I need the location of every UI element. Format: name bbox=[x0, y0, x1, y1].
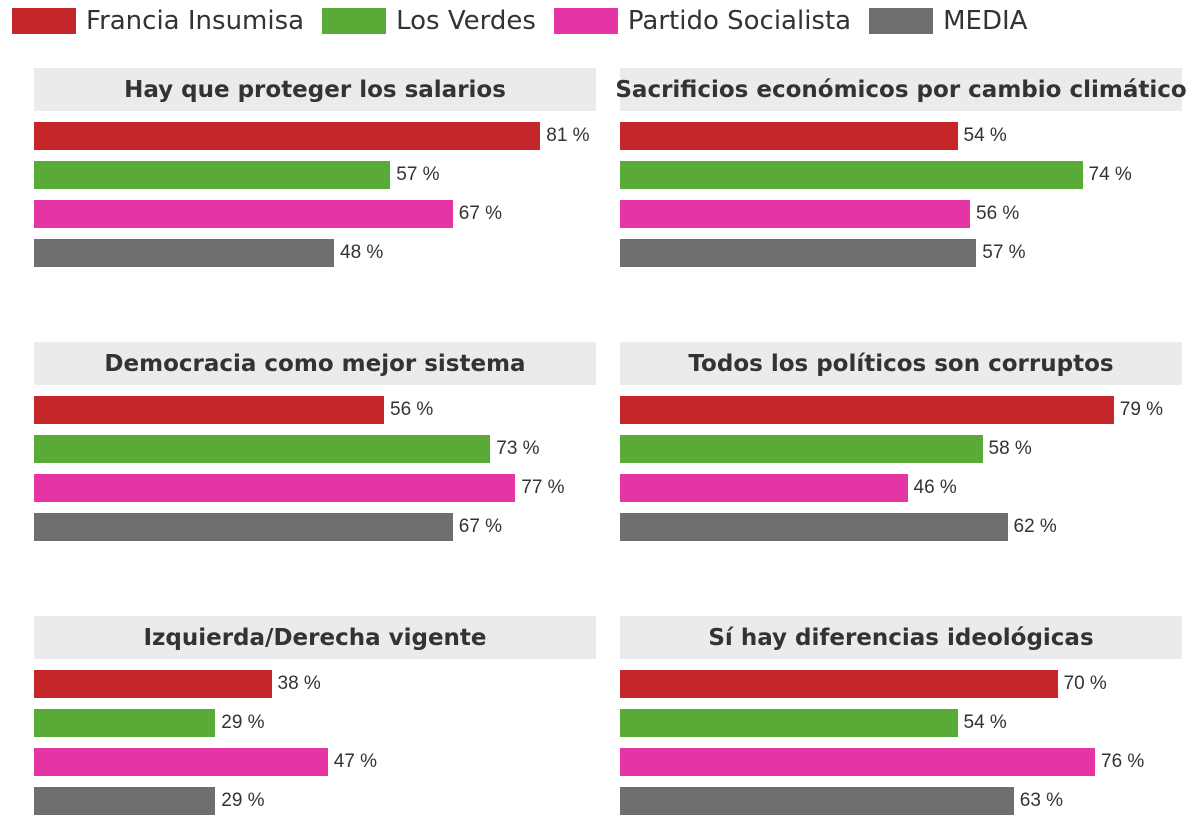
bar bbox=[620, 396, 1114, 424]
bar bbox=[620, 122, 958, 150]
legend-label: Partido Socialista bbox=[627, 6, 852, 36]
bar bbox=[34, 122, 541, 150]
bar-value-label: 54 % bbox=[963, 125, 1007, 146]
bar bbox=[34, 161, 391, 189]
panel-title: Hay que proteger los salarios bbox=[34, 68, 596, 111]
bar-row: 54 % bbox=[620, 709, 1182, 737]
legend-item-los-verdes: Los Verdes bbox=[322, 6, 536, 36]
bar bbox=[620, 513, 1008, 541]
panel-title: Izquierda/Derecha vigente bbox=[34, 616, 596, 659]
bar-value-label: 38 % bbox=[277, 673, 321, 694]
panel-title: Sacrificios económicos por cambio climát… bbox=[615, 68, 1187, 111]
chart-panel-salarios: Hay que proteger los salarios 81 % 57 % … bbox=[34, 68, 596, 267]
bar bbox=[34, 239, 334, 267]
bar bbox=[620, 709, 958, 737]
bar bbox=[620, 239, 977, 267]
bar-row: 48 % bbox=[34, 239, 596, 267]
bar-value-label: 56 % bbox=[976, 203, 1020, 224]
bar-row: 70 % bbox=[620, 670, 1182, 698]
bar-value-label: 70 % bbox=[1063, 673, 1107, 694]
bar-value-label: 47 % bbox=[333, 751, 378, 772]
bar bbox=[620, 748, 1095, 776]
bar bbox=[34, 200, 453, 228]
bar-value-label: 67 % bbox=[458, 516, 503, 537]
bar-value-label: 63 % bbox=[1019, 790, 1064, 811]
bar-row: 77 % bbox=[34, 474, 596, 502]
legend-swatch bbox=[553, 8, 618, 34]
chart-panel-sacrificios: Sacrificios económicos por cambio climát… bbox=[615, 68, 1187, 267]
chart-panel-izquierda-derecha: Izquierda/Derecha vigente 38 % 29 % 47 %… bbox=[34, 616, 596, 815]
bar-value-label: 29 % bbox=[221, 790, 265, 811]
bar-value-label: 81 % bbox=[546, 125, 590, 146]
legend-item-partido-socialista: Partido Socialista bbox=[553, 6, 852, 36]
bar bbox=[620, 787, 1014, 815]
chart-panel-diferencias: Sí hay diferencias ideológicas 70 % 54 %… bbox=[620, 616, 1182, 815]
bar-row: 29 % bbox=[34, 787, 596, 815]
bar-row: 67 % bbox=[34, 200, 596, 228]
bar bbox=[34, 670, 272, 698]
bar-row: 29 % bbox=[34, 709, 596, 737]
bar-value-label: 29 % bbox=[221, 712, 265, 733]
legend-item-francia-insumisa: Francia Insumisa bbox=[12, 6, 304, 36]
bar-value-label: 56 % bbox=[390, 399, 434, 420]
bar bbox=[620, 474, 908, 502]
bar bbox=[34, 396, 384, 424]
chart-panel-democracia: Democracia como mejor sistema 56 % 73 % … bbox=[34, 342, 596, 541]
bar-row: 57 % bbox=[620, 239, 1182, 267]
legend-swatch bbox=[12, 8, 76, 34]
bar-value-label: 73 % bbox=[496, 438, 540, 459]
bar-value-label: 77 % bbox=[521, 477, 565, 498]
bar-row: 76 % bbox=[620, 748, 1182, 776]
bar-row: 63 % bbox=[620, 787, 1182, 815]
legend-swatch bbox=[869, 8, 934, 34]
bar-row: 73 % bbox=[34, 435, 596, 463]
bar-value-label: 62 % bbox=[1013, 516, 1057, 537]
bar bbox=[620, 435, 983, 463]
legend-label: Los Verdes bbox=[396, 6, 536, 36]
bar-value-label: 46 % bbox=[913, 477, 957, 498]
bar-row: 56 % bbox=[620, 200, 1182, 228]
panel-title: Sí hay diferencias ideológicas bbox=[620, 616, 1182, 659]
bar-row: 38 % bbox=[34, 670, 596, 698]
bar-value-label: 57 % bbox=[982, 242, 1026, 263]
bar bbox=[620, 200, 970, 228]
legend-swatch bbox=[322, 8, 387, 34]
bar-row: 79 % bbox=[620, 396, 1182, 424]
bar bbox=[34, 435, 491, 463]
bar-row: 46 % bbox=[620, 474, 1182, 502]
bar-row: 58 % bbox=[620, 435, 1182, 463]
legend-label: Francia Insumisa bbox=[86, 6, 305, 36]
bar bbox=[34, 787, 216, 815]
bar-value-label: 54 % bbox=[963, 712, 1007, 733]
bar-row: 67 % bbox=[34, 513, 596, 541]
chart-panel-corruptos: Todos los políticos son corruptos 79 % 5… bbox=[620, 342, 1182, 541]
bar-row: 47 % bbox=[34, 748, 596, 776]
bar-row: 54 % bbox=[620, 122, 1182, 150]
bar-row: 56 % bbox=[34, 396, 596, 424]
bar-value-label: 74 % bbox=[1088, 164, 1132, 185]
bar-row: 81 % bbox=[34, 122, 596, 150]
panel-title: Democracia como mejor sistema bbox=[34, 342, 596, 385]
bar bbox=[620, 161, 1083, 189]
bar-value-label: 57 % bbox=[396, 164, 440, 185]
legend: Francia Insumisa Los Verdes Partido Soci… bbox=[12, 4, 1045, 38]
bar-value-label: 48 % bbox=[340, 242, 384, 263]
bar bbox=[34, 474, 516, 502]
bar-row: 74 % bbox=[620, 161, 1182, 189]
bar-value-label: 67 % bbox=[458, 203, 503, 224]
legend-item-media: MEDIA bbox=[869, 6, 1027, 36]
bar-value-label: 76 % bbox=[1101, 751, 1145, 772]
legend-label: MEDIA bbox=[943, 6, 1028, 36]
bar bbox=[34, 513, 453, 541]
bar-value-label: 79 % bbox=[1119, 399, 1164, 420]
bar-value-label: 58 % bbox=[988, 438, 1032, 459]
bar bbox=[34, 748, 328, 776]
bar bbox=[620, 670, 1058, 698]
bar-row: 62 % bbox=[620, 513, 1182, 541]
bar bbox=[34, 709, 216, 737]
panel-title: Todos los políticos son corruptos bbox=[620, 342, 1182, 385]
bar-row: 57 % bbox=[34, 161, 596, 189]
